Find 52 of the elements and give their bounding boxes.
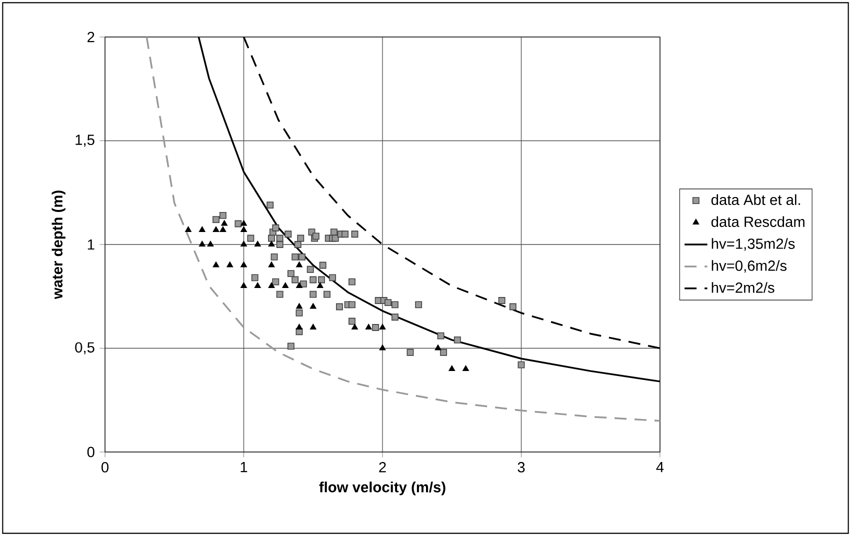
- point: [240, 220, 248, 226]
- line-series: [146, 36, 660, 422]
- point: [240, 240, 248, 246]
- point: [240, 226, 248, 232]
- point: [296, 303, 303, 309]
- legend-label: hv=1,35m2/s: [712, 238, 795, 251]
- point: [296, 324, 303, 330]
- x-tick-label: 3: [518, 462, 525, 472]
- y-tick-label: 0,5: [75, 342, 94, 354]
- point: [268, 262, 275, 268]
- y-tick-label: 1,5: [76, 134, 94, 147]
- point: [254, 282, 261, 288]
- point: [226, 262, 234, 268]
- legend-label: hv=0,6m2/s: [712, 260, 787, 273]
- point: [434, 344, 442, 350]
- x-tick-label: 1: [240, 462, 248, 472]
- point: [184, 226, 192, 232]
- x-axis-title: flow velocity (m/s): [319, 482, 446, 496]
- point: [220, 226, 226, 232]
- y-tick-label: 2: [88, 32, 94, 42]
- point: [268, 240, 275, 246]
- point: [207, 240, 214, 246]
- point: [365, 324, 372, 330]
- legend-label: data Abt et al.: [711, 194, 800, 206]
- point: [282, 282, 289, 288]
- point: [221, 220, 228, 226]
- x-tick-label: 0: [101, 462, 108, 472]
- legend-label: data Rescdam: [711, 216, 804, 227]
- point: [379, 344, 386, 350]
- point: [240, 262, 248, 268]
- point: [254, 240, 261, 246]
- point: [296, 282, 303, 288]
- point: [310, 324, 316, 330]
- point: [351, 324, 358, 330]
- point: [379, 324, 386, 330]
- point: [310, 303, 316, 309]
- y-tick-label: 1: [88, 239, 94, 250]
- point: [268, 282, 275, 288]
- x-tick-label: 2: [379, 462, 386, 472]
- point: [296, 262, 303, 268]
- legend-label: hv=2m2/s: [712, 282, 774, 293]
- y-tick-label: 0: [87, 446, 94, 458]
- point: [448, 365, 456, 371]
- point: [212, 226, 220, 232]
- point: [240, 282, 248, 288]
- point: [316, 282, 324, 288]
- point: [462, 365, 470, 371]
- point: [212, 262, 220, 268]
- point: [198, 240, 206, 246]
- point: [198, 226, 206, 232]
- x-tick-label: 4: [656, 462, 664, 472]
- y-axis-title: water depth (m): [52, 190, 66, 300]
